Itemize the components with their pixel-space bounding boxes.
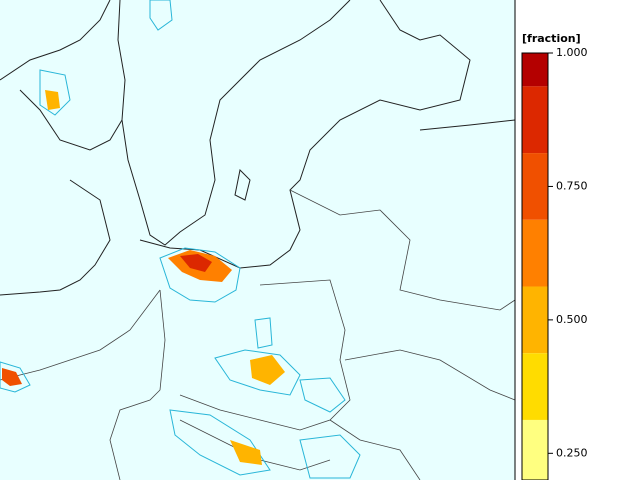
- colorbar-band: [522, 153, 548, 220]
- field: [2, 368, 22, 386]
- colorbar-band: [522, 53, 548, 87]
- field: [180, 254, 212, 272]
- border: [0, 289, 161, 381]
- map-background: [0, 0, 515, 480]
- field: [149, 0, 173, 31]
- coastline: [0, 0, 111, 81]
- coastline: [419, 119, 516, 131]
- field: [230, 440, 262, 465]
- field: [0, 361, 31, 393]
- border: [109, 289, 166, 480]
- colorbar-band: [522, 219, 548, 287]
- border: [179, 279, 351, 431]
- coastline: [19, 89, 123, 151]
- coastline: [0, 179, 111, 296]
- colorbar-band: [522, 353, 548, 420]
- field: [45, 90, 60, 110]
- colorbar-band: [522, 286, 548, 354]
- colorbar-label: [fraction]: [522, 32, 581, 45]
- colorbar-band: [522, 419, 548, 480]
- colorbar-tick-label: 0.750: [556, 179, 588, 192]
- coastline: [234, 168, 251, 201]
- map: [0, 0, 516, 480]
- field: [250, 355, 285, 385]
- field: [39, 69, 71, 116]
- colorbar-tick-label: 0.250: [556, 446, 588, 459]
- colorbar-tick-label: 0.500: [556, 313, 588, 326]
- field: [214, 349, 301, 396]
- field: [299, 434, 361, 479]
- colorbar-tick-label: 1.000: [556, 46, 588, 59]
- border: [329, 419, 421, 480]
- coastline: [117, 0, 351, 246]
- field: [299, 377, 346, 413]
- border: [344, 349, 516, 401]
- border: [289, 189, 516, 311]
- field: [169, 409, 271, 476]
- field: [159, 247, 241, 303]
- colorbar-band: [522, 86, 548, 154]
- field: [254, 317, 273, 349]
- colorbar-frame: [521, 52, 549, 480]
